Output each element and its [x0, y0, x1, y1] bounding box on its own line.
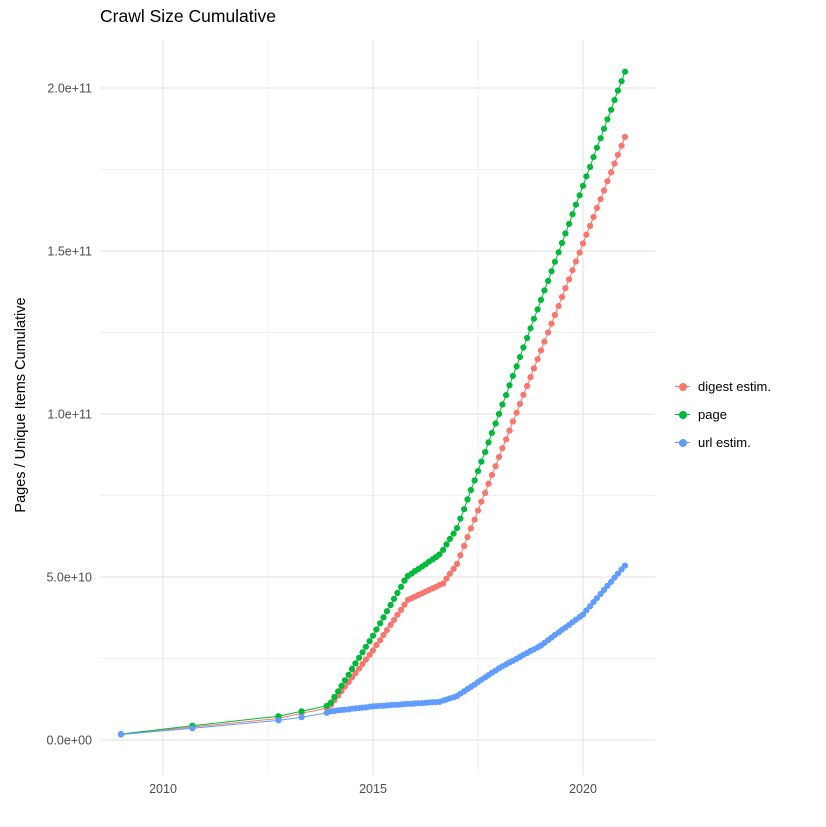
svg-text:2.0e+11: 2.0e+11 — [47, 82, 92, 96]
legend-dot-icon — [678, 438, 687, 447]
legend-dot-icon — [678, 410, 687, 419]
legend: digest estim. page url estim. — [674, 378, 771, 462]
svg-text:2015: 2015 — [359, 782, 387, 796]
y-axis-title: Pages / Unique Items Cumulative — [13, 297, 29, 513]
legend-label: digest estim. — [698, 379, 771, 394]
svg-text:5.0e+10: 5.0e+10 — [46, 571, 92, 585]
svg-text:1.0e+11: 1.0e+11 — [47, 408, 92, 422]
svg-text:2020: 2020 — [569, 782, 597, 796]
chart-title: Crawl Size Cumulative — [100, 6, 277, 26]
svg-text:1.5e+11: 1.5e+11 — [47, 245, 92, 259]
legend-dot-icon — [678, 382, 687, 391]
legend-item-page: page — [674, 406, 771, 423]
legend-label: url estim. — [698, 435, 751, 450]
svg-text:0.0e+00: 0.0e+00 — [46, 734, 92, 748]
legend-item-digest-estim: digest estim. — [674, 378, 771, 395]
legend-key — [674, 406, 691, 423]
legend-key — [674, 434, 691, 451]
legend-key — [674, 378, 691, 395]
svg-text:2010: 2010 — [149, 782, 177, 796]
legend-item-url-estim: url estim. — [674, 434, 771, 451]
legend-label: page — [698, 407, 727, 422]
